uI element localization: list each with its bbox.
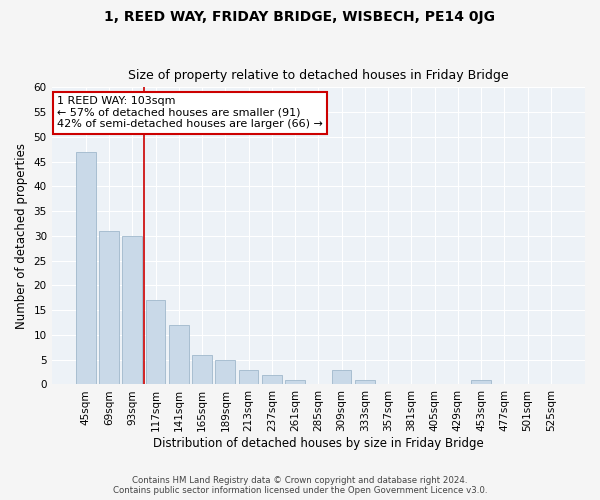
X-axis label: Distribution of detached houses by size in Friday Bridge: Distribution of detached houses by size … [153, 437, 484, 450]
Text: 1, REED WAY, FRIDAY BRIDGE, WISBECH, PE14 0JG: 1, REED WAY, FRIDAY BRIDGE, WISBECH, PE1… [104, 10, 496, 24]
Bar [146, 300, 166, 384]
Bar [332, 370, 352, 384]
Y-axis label: Number of detached properties: Number of detached properties [15, 143, 28, 329]
Text: Contains HM Land Registry data © Crown copyright and database right 2024.
Contai: Contains HM Land Registry data © Crown c… [113, 476, 487, 495]
Bar [192, 354, 212, 384]
Bar [99, 231, 119, 384]
Bar [169, 325, 188, 384]
Text: 1 REED WAY: 103sqm
← 57% of detached houses are smaller (91)
42% of semi-detache: 1 REED WAY: 103sqm ← 57% of detached hou… [57, 96, 323, 130]
Bar [122, 236, 142, 384]
Bar [471, 380, 491, 384]
Title: Size of property relative to detached houses in Friday Bridge: Size of property relative to detached ho… [128, 69, 509, 82]
Bar [239, 370, 259, 384]
Bar [355, 380, 375, 384]
Bar [76, 152, 95, 384]
Bar [262, 374, 282, 384]
Bar [285, 380, 305, 384]
Bar [215, 360, 235, 384]
